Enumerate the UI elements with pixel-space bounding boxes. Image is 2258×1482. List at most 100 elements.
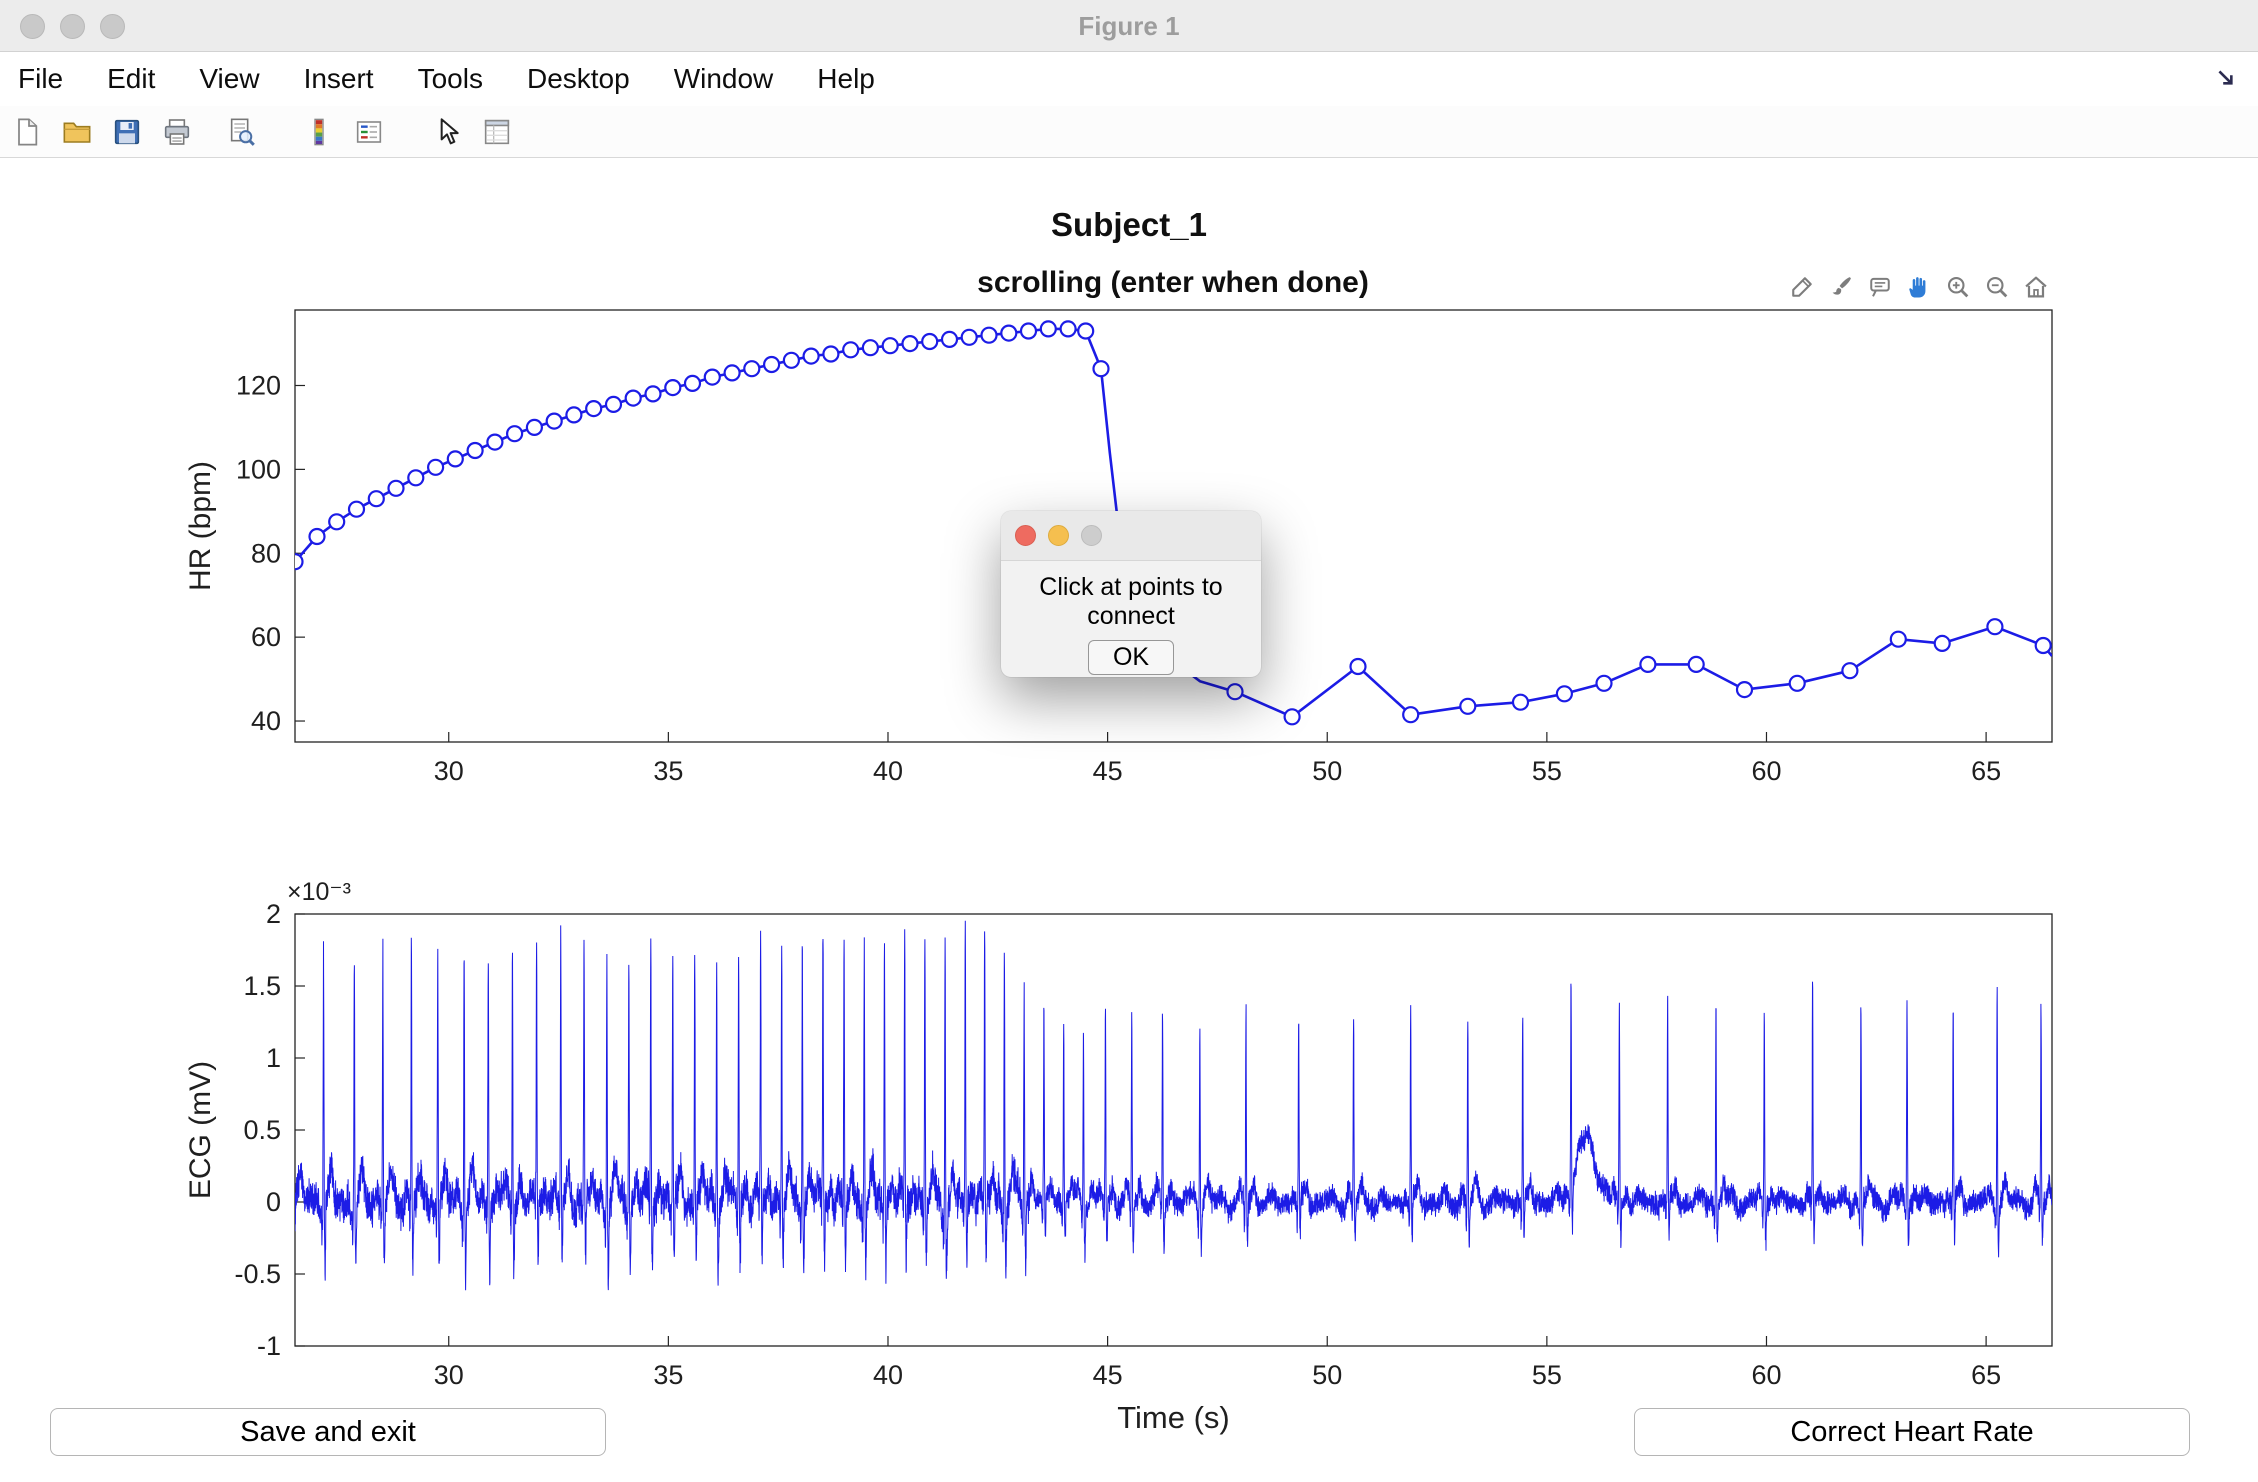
- dialog-close-button[interactable]: [1015, 525, 1036, 546]
- dialog-ok-button[interactable]: OK: [1087, 640, 1175, 675]
- edit-plot-icon: [440, 117, 459, 144]
- hr-marker: [723, 364, 741, 382]
- new-file-icon: [18, 117, 38, 146]
- hr-marker: [743, 360, 761, 378]
- hr-marker: [762, 355, 781, 374]
- zoom-out-button[interactable]: [1982, 272, 2012, 302]
- hr-marker: [466, 441, 484, 460]
- colorbar-icon: [314, 118, 324, 145]
- save-and-exit-button[interactable]: Save and exit: [50, 1408, 606, 1456]
- dialog-titlebar[interactable]: [1001, 511, 1261, 561]
- zoom-in-button[interactable]: [1943, 272, 1973, 302]
- print-icon: [164, 118, 190, 145]
- figure-canvas: Subject_1 scrolling (enter when done): [0, 158, 2258, 1482]
- hr-marker: [1595, 674, 1613, 692]
- ecg-x-tick-label: 45: [1093, 1360, 1123, 1390]
- window-close-button[interactable]: [20, 13, 45, 39]
- ecg-x-tick-label: 50: [1312, 1360, 1342, 1390]
- hr-marker: [842, 341, 860, 359]
- hr-x-tick-label: 40: [873, 756, 903, 786]
- datatips-button[interactable]: [1865, 272, 1895, 302]
- hr-marker: [1735, 680, 1754, 699]
- menu-desktop[interactable]: Desktop: [526, 63, 630, 94]
- edit-plot-button[interactable]: [430, 115, 464, 149]
- insert-legend-icon: [356, 120, 382, 143]
- ecg-x-tick-label: 65: [1971, 1360, 2001, 1390]
- ecg-series: [295, 920, 2052, 1291]
- axes-toolbar: [1782, 270, 2056, 304]
- ecg-y-tick-label: 1.5: [243, 971, 281, 1001]
- menu-view[interactable]: View: [199, 63, 260, 94]
- brush-button[interactable]: [1826, 272, 1856, 302]
- window-controls: [20, 0, 125, 52]
- ecg-x-tick-label: 40: [873, 1360, 903, 1390]
- hr-marker: [1019, 322, 1038, 340]
- hr-marker: [367, 490, 385, 508]
- hr-series: [295, 320, 2052, 726]
- save-figure-button[interactable]: [110, 115, 144, 149]
- hr-marker: [921, 332, 939, 351]
- hr-marker: [1039, 320, 1057, 338]
- hr-marker: [1059, 320, 1077, 338]
- dock-figure-button[interactable]: [2214, 66, 2240, 92]
- hr-marker: [1459, 697, 1477, 715]
- hr-marker: [1933, 634, 1951, 652]
- hr-marker: [1889, 630, 1907, 648]
- print-button[interactable]: [160, 115, 194, 149]
- menu-file[interactable]: File: [18, 63, 64, 94]
- hr-marker: [427, 458, 445, 476]
- dialog-minimize-button[interactable]: [1048, 525, 1069, 546]
- window-minimize-button[interactable]: [60, 13, 85, 39]
- hr-marker: [446, 450, 464, 468]
- export-button[interactable]: [1787, 272, 1817, 302]
- menu-insert[interactable]: Insert: [303, 63, 374, 94]
- correct-heart-rate-button[interactable]: Correct Heart Rate: [1634, 1408, 2190, 1456]
- ecg-x-tick-label: 60: [1751, 1360, 1781, 1390]
- hr-x-tick-label: 55: [1532, 756, 1562, 786]
- hr-marker: [664, 379, 682, 397]
- hr-marker: [861, 339, 880, 357]
- hr-marker: [407, 469, 425, 487]
- ecg-y-tick-label: -0.5: [234, 1259, 281, 1289]
- hr-y-tick-label: 80: [251, 538, 281, 568]
- hr-marker: [1687, 655, 1705, 673]
- colorbar-button[interactable]: [302, 115, 336, 149]
- print-preview-button[interactable]: [224, 115, 258, 149]
- hr-marker: [1511, 693, 1530, 711]
- ecg-plot-area[interactable]: [294, 913, 2053, 1347]
- hr-x-tick-label: 50: [1312, 756, 1342, 786]
- insert-legend-button[interactable]: [352, 115, 386, 149]
- hr-marker: [328, 513, 346, 531]
- restore-view-button[interactable]: [2021, 272, 2051, 302]
- window-zoom-button[interactable]: [100, 13, 125, 39]
- export-icon: [1792, 277, 1812, 297]
- open-file-icon: [63, 122, 91, 143]
- hr-x-tick-label: 35: [653, 756, 683, 786]
- hr-marker: [1788, 674, 1806, 692]
- new-file-button[interactable]: [10, 115, 44, 149]
- zoom-in-icon: [1947, 276, 1969, 298]
- hr-x-tick-label: 30: [434, 756, 464, 786]
- hr-y-tick-label: 40: [251, 706, 281, 736]
- window-titlebar: Figure 1: [0, 0, 2258, 52]
- hr-marker: [644, 385, 662, 403]
- dialog-zoom-button: [1081, 525, 1102, 546]
- hr-marker: [1841, 662, 1859, 680]
- menu-tools[interactable]: Tools: [417, 63, 483, 94]
- property-inspector-button[interactable]: [480, 115, 514, 149]
- pan-button[interactable]: [1904, 272, 1934, 302]
- hr-marker: [1000, 324, 1018, 342]
- menu-window[interactable]: Window: [673, 63, 774, 94]
- hr-marker: [881, 337, 899, 355]
- hr-marker: [347, 500, 366, 518]
- hr-marker: [545, 412, 563, 430]
- menu-edit[interactable]: Edit: [107, 63, 156, 94]
- menu-help[interactable]: Help: [817, 63, 875, 94]
- hr-axes-title: scrolling (enter when done): [977, 266, 1369, 299]
- hr-marker: [1226, 683, 1244, 701]
- open-file-button[interactable]: [60, 115, 94, 149]
- hr-marker: [940, 330, 959, 348]
- hr-marker: [624, 389, 642, 407]
- hr-marker: [960, 328, 978, 346]
- dialog-message: Click at points to connect: [1039, 573, 1223, 630]
